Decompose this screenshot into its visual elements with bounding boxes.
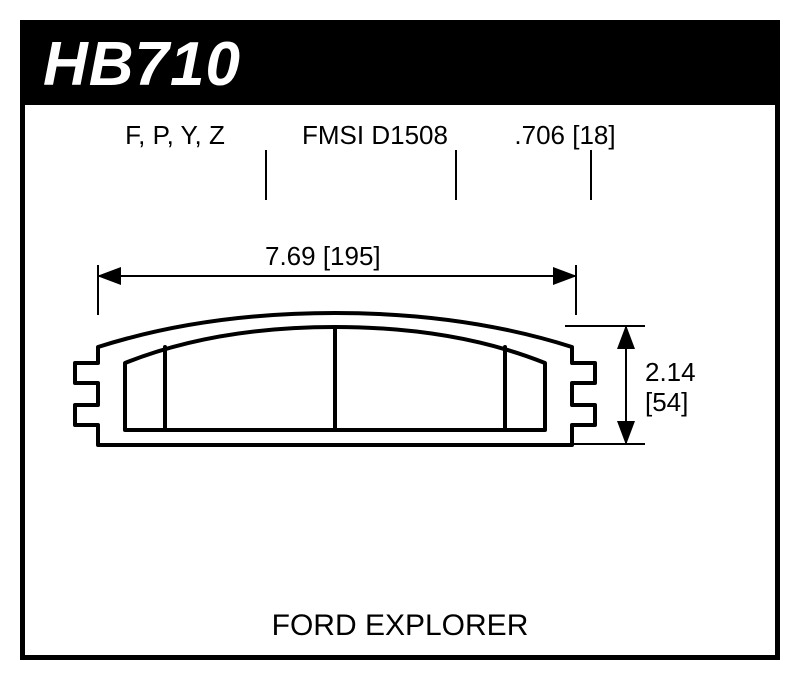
- width-arrow-right: [553, 267, 577, 285]
- width-dim-line: [97, 275, 577, 277]
- height-arrow-top: [617, 325, 635, 349]
- diagram-frame: HB710 F, P, Y, Z FMSI D1508 .706 [18] 7.…: [20, 20, 780, 660]
- height-arrow-bottom: [617, 421, 635, 445]
- spec-divider-1: [265, 150, 267, 200]
- spec-fmsi: FMSI D1508: [285, 120, 465, 151]
- height-dim-in: 2.14: [645, 357, 696, 388]
- spec-divider-2: [455, 150, 457, 200]
- spec-row: F, P, Y, Z FMSI D1508 .706 [18]: [25, 120, 775, 190]
- height-dim-mm: [54]: [645, 387, 688, 418]
- spec-codes: F, P, Y, Z: [85, 120, 265, 151]
- spec-divider-3: [590, 150, 592, 200]
- width-dim-label: 7.69 [195]: [265, 241, 381, 272]
- diagram-area: 7.69 [195] 2.14 [54]: [25, 205, 775, 565]
- brake-pad-outline: [65, 305, 605, 475]
- spec-thickness: .706 [18]: [485, 120, 645, 151]
- vehicle-label: FORD EXPLORER: [25, 609, 775, 643]
- width-arrow-left: [97, 267, 121, 285]
- part-number-title: HB710: [25, 25, 775, 105]
